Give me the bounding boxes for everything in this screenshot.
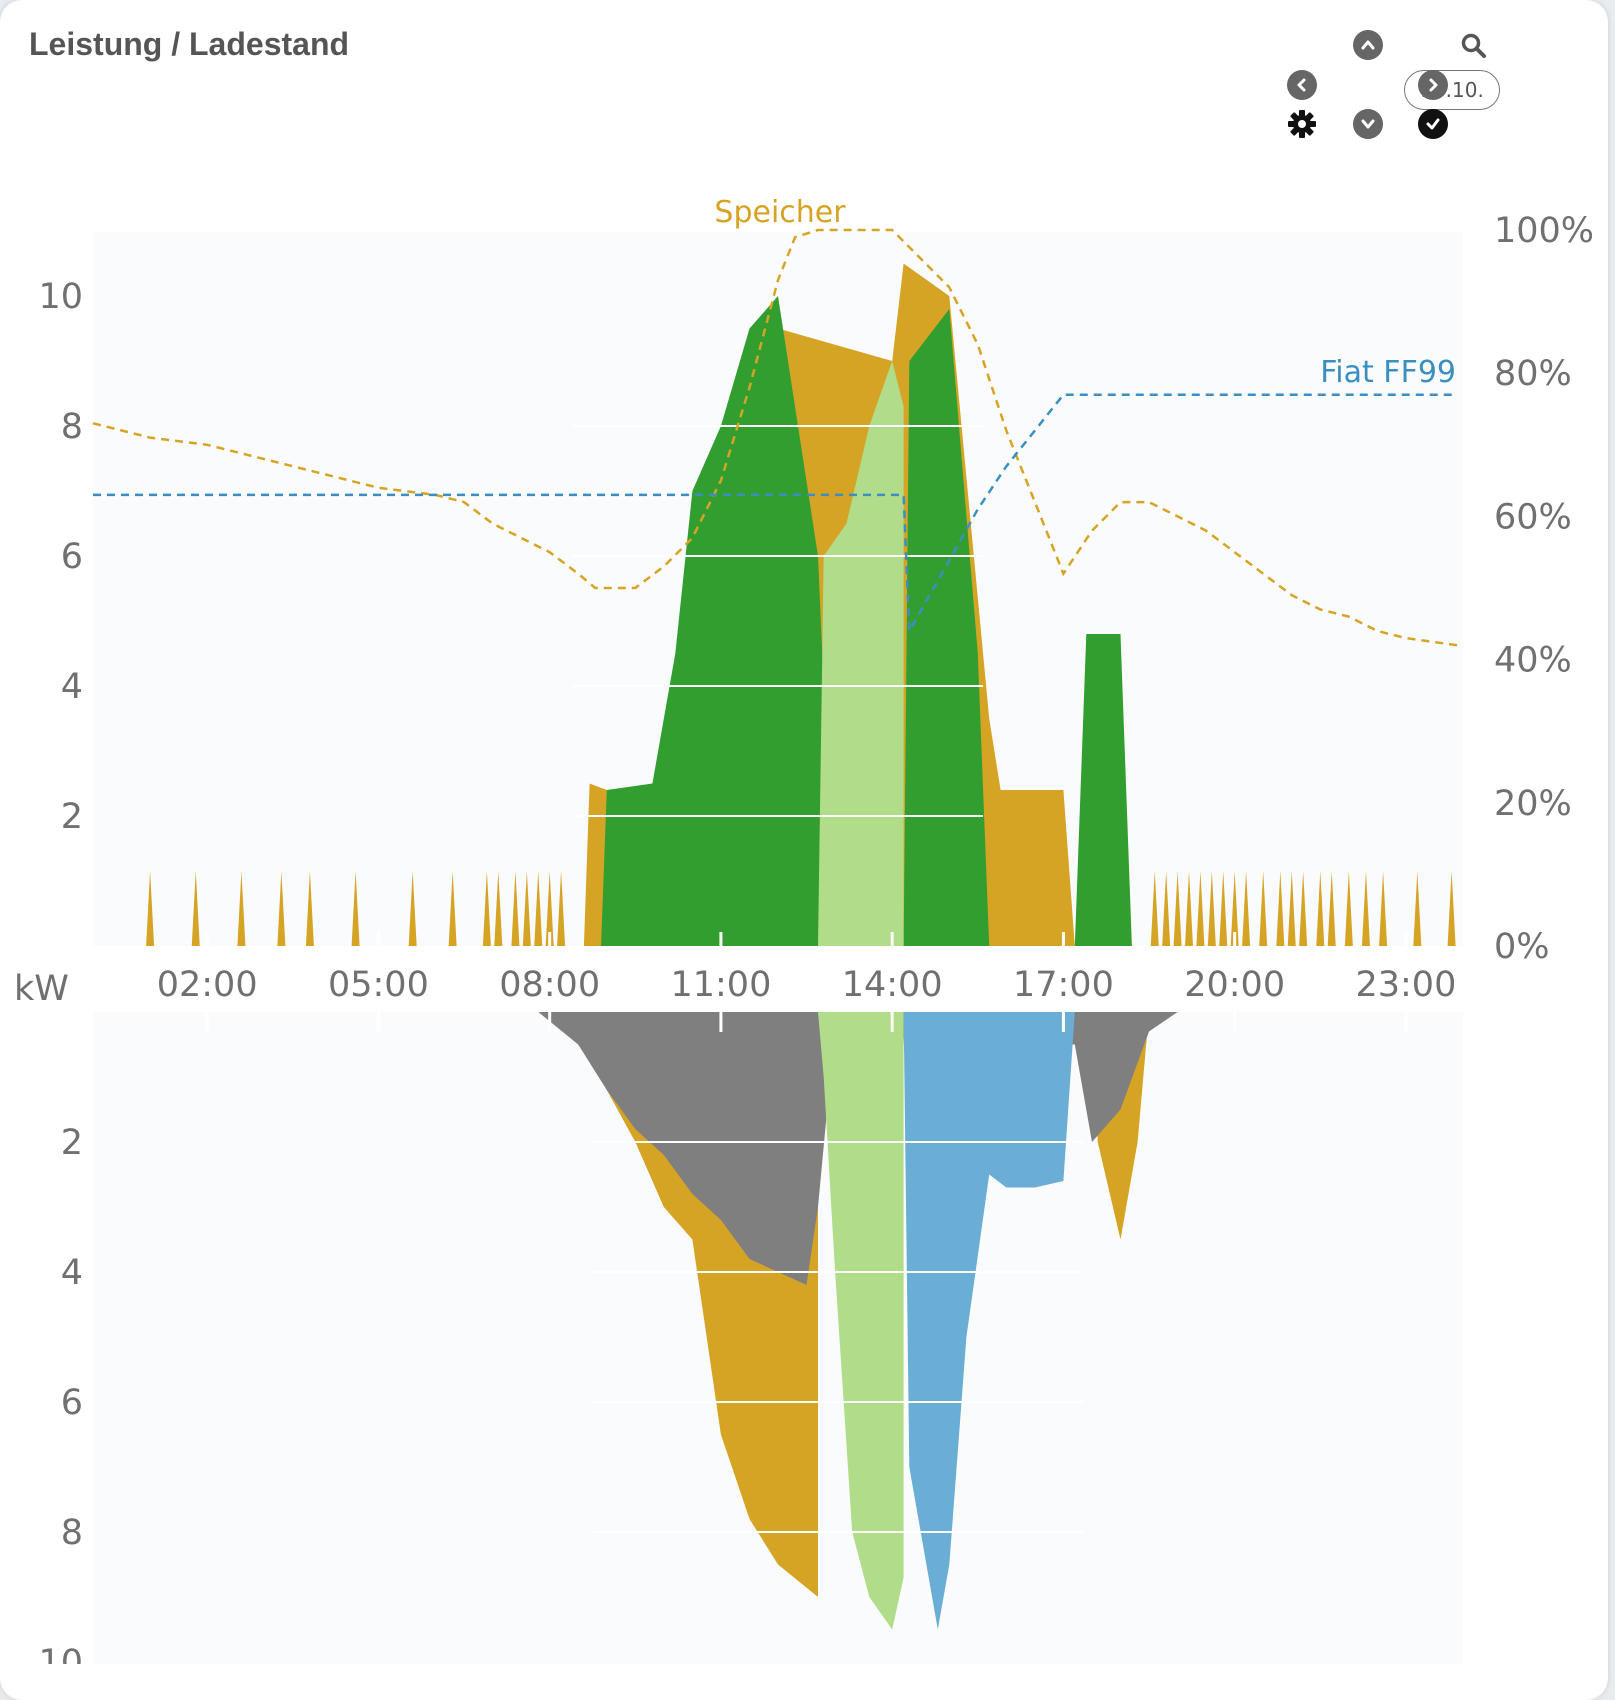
import-spike (1413, 871, 1422, 946)
import-spike (237, 871, 246, 946)
import-spike (146, 871, 155, 946)
lower-grid (593, 1141, 1083, 1533)
upper-series-group (146, 263, 1456, 946)
x-tick-label: 08:00 (499, 965, 600, 1005)
import-spike (545, 871, 554, 946)
import-spike (1316, 871, 1325, 946)
x-tick-label: 17:00 (1013, 965, 1114, 1005)
import-spike (1207, 871, 1216, 946)
import-spike (494, 871, 503, 946)
soc-line-2 (93, 393, 1458, 636)
y-tick-label-upper: 4 (61, 667, 83, 707)
soc-line-1 (92, 228, 1458, 647)
y-unit-label: kW (14, 969, 69, 1009)
import-spike (557, 871, 566, 946)
chart-title: Leistung / Ladestand (29, 26, 350, 62)
lower-series-area-3 (818, 1012, 904, 1630)
import-spike (534, 871, 543, 946)
upper-series-area-3 (818, 361, 904, 946)
import-spike (1173, 871, 1182, 946)
x-tick-label: 05:00 (328, 965, 429, 1005)
soc-lines-group (92, 228, 1458, 647)
soc-tick-label: 0% (1494, 927, 1550, 967)
power-chart: 02:00 05:00 08:00 11:00 14:00 17:00 20:00 23:00… (14, 195, 1594, 1664)
soc-tick-label: 40% (1494, 641, 1572, 681)
x-tick-label: 02:00 (157, 965, 258, 1005)
y-tick-label-lower: 4 (61, 1253, 83, 1293)
y-tick-label-upper: 6 (61, 537, 83, 577)
import-spike (1287, 871, 1296, 946)
x-tick-label: 20:00 (1184, 965, 1285, 1005)
x-tick-label: 14:00 (842, 965, 943, 1005)
import-spike (1162, 871, 1171, 946)
import-spike (522, 871, 531, 946)
speicher-label: Speicher (714, 195, 846, 230)
import-spike (191, 871, 200, 946)
import-spike (1259, 871, 1268, 946)
import-spike (1276, 871, 1285, 946)
y-tick-label-lower: 10 (38, 1643, 83, 1664)
chevron-right-icon[interactable] (1418, 70, 1448, 100)
import-spike (448, 871, 457, 946)
y-tick-label-lower: 2 (61, 1123, 83, 1163)
y-tick-label-upper: 8 (61, 407, 83, 447)
import-spike (277, 871, 286, 946)
axis-labels: 02:00 05:00 08:00 11:00 14:00 17:00 20:00 23:00… (38, 195, 1594, 1664)
y-tick-label-upper: 10 (38, 277, 83, 317)
import-spike (1219, 871, 1228, 946)
import-spike (1185, 871, 1193, 946)
import-spike (1447, 871, 1456, 946)
x-tick-label: 23:00 (1355, 965, 1456, 1005)
import-spike (482, 871, 491, 946)
lower-series-area-4 (903, 1012, 1075, 1630)
import-spike (408, 871, 417, 946)
import-spike (1150, 871, 1159, 946)
soc-tick-label: 20% (1494, 784, 1572, 824)
y-tick-label-lower: 8 (61, 1513, 83, 1553)
soc-tick-label: 80% (1494, 354, 1572, 394)
import-spike (1379, 871, 1388, 946)
fiat-label: Fiat FF99 (1320, 355, 1456, 390)
upper-series-area-2 (601, 296, 1132, 946)
import-spike (1196, 871, 1205, 946)
check-icon[interactable] (1418, 109, 1448, 139)
chevron-left-icon[interactable] (1287, 70, 1317, 100)
import-spike (1361, 871, 1370, 946)
search-icon[interactable] (1460, 32, 1488, 65)
import-spike (1299, 871, 1308, 946)
y-tick-label-upper: 2 (61, 797, 83, 837)
x-tick-label: 11:00 (670, 965, 771, 1005)
import-spike (511, 871, 520, 946)
y-tick-label-lower: 6 (61, 1383, 83, 1423)
chevron-up-icon[interactable] (1353, 30, 1383, 60)
gear-icon[interactable] (1286, 108, 1318, 145)
soc-tick-label: 100% (1494, 211, 1594, 251)
chevron-down-icon[interactable] (1353, 109, 1383, 139)
import-spike (1327, 871, 1336, 946)
lower-series-area-2 (538, 1012, 1178, 1285)
soc-tick-label: 60% (1494, 497, 1572, 537)
import-spike (1230, 871, 1239, 946)
import-spike (351, 871, 360, 946)
import-spike (1242, 871, 1251, 946)
lower-series-group (538, 1012, 1178, 1630)
import-spike (305, 871, 314, 946)
upper-grid (573, 425, 983, 817)
import-spike (1344, 871, 1353, 946)
